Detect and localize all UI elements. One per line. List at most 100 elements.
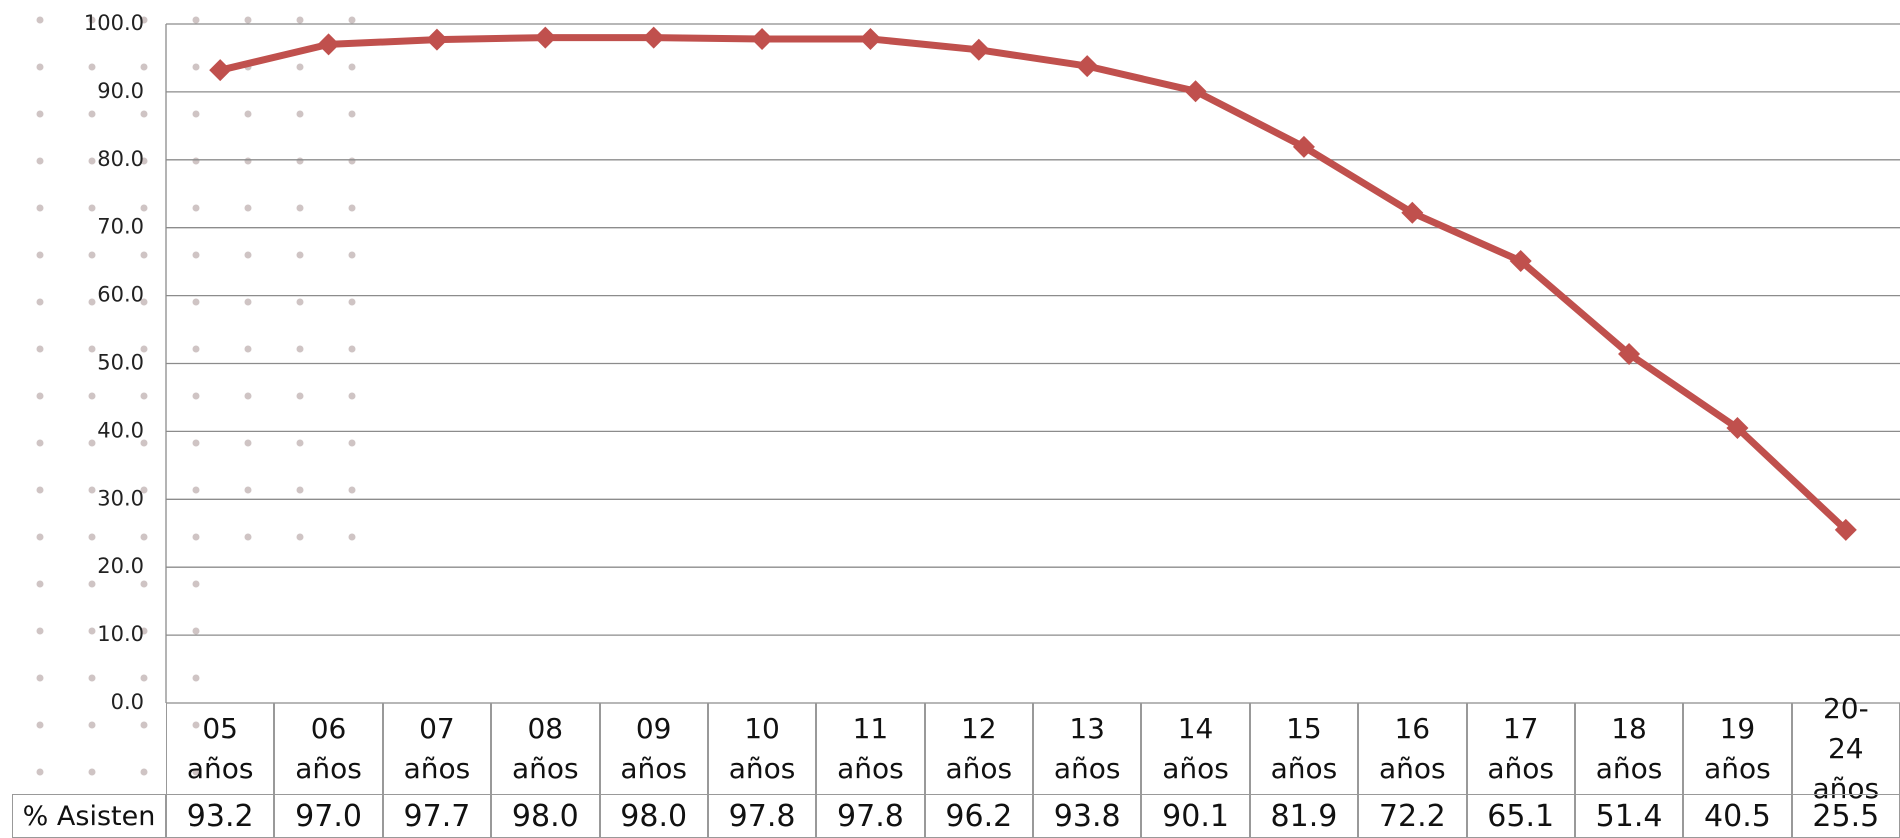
background-dots: [36, 16, 356, 776]
x-tick-label-cell: 12 años: [924, 703, 1033, 794]
x-tick-label: 07 años: [403, 711, 471, 785]
x-tick-label-cell: 17 años: [1466, 703, 1575, 794]
x-tick-label-cell: 11 años: [816, 703, 925, 794]
dot: [140, 627, 148, 635]
dot: [36, 721, 44, 729]
x-tick-label-cell: 06 años: [274, 703, 383, 794]
dot: [140, 580, 148, 588]
dot: [88, 768, 96, 776]
marker: [751, 27, 774, 50]
x-tick-label-cell: 20-24 años: [1791, 692, 1900, 805]
dot: [192, 345, 200, 353]
data-label: 97.7: [382, 794, 492, 838]
dot: [192, 580, 200, 588]
x-tick-label-cell: 07 años: [382, 703, 492, 794]
x-tick-label: 15 años: [1270, 711, 1338, 785]
y-tick-label: 30.0: [97, 486, 144, 510]
dot: [192, 204, 200, 212]
marker: [534, 26, 557, 49]
data-label: 98.0: [599, 794, 708, 838]
dot: [140, 345, 148, 353]
dot: [296, 298, 304, 306]
x-tick-label: 09 años: [620, 711, 687, 785]
dot: [88, 580, 96, 588]
marker: [967, 38, 990, 61]
data-label: 97.8: [816, 794, 925, 838]
data-label: 97.8: [707, 794, 817, 838]
dot: [244, 110, 252, 118]
dot: [348, 345, 356, 353]
data-label: 40.5: [1683, 794, 1792, 838]
data-label: 25.5: [1791, 794, 1900, 838]
x-tick-label: 20-24 años: [1812, 691, 1880, 805]
dot: [140, 204, 148, 212]
legend-entry: % Asisten: [12, 794, 166, 838]
dot: [140, 16, 148, 24]
x-tick-label: 13 años: [1053, 711, 1121, 785]
dot: [36, 674, 44, 682]
dot: [88, 157, 96, 165]
y-tick-label: 40.0: [97, 418, 144, 442]
dot: [88, 533, 96, 541]
marker: [859, 27, 882, 50]
dot: [244, 298, 252, 306]
dot: [36, 439, 44, 447]
dot: [36, 251, 44, 259]
dot: [88, 674, 96, 682]
x-tick-label-cell: 10 años: [707, 703, 817, 794]
dot: [36, 16, 44, 24]
dot: [36, 157, 44, 165]
x-tick-label: 12 años: [945, 711, 1013, 785]
dot: [296, 157, 304, 165]
dot: [36, 345, 44, 353]
dot: [348, 533, 356, 541]
dot: [348, 110, 356, 118]
dot: [244, 16, 252, 24]
y-tick-label: 10.0: [97, 622, 144, 646]
dot: [192, 627, 200, 635]
dot: [36, 768, 44, 776]
x-tick-label-cell: 16 años: [1358, 703, 1467, 794]
dot: [140, 721, 148, 729]
y-tick-label: 80.0: [97, 147, 144, 171]
dot: [348, 157, 356, 165]
x-tick-label: 14 años: [1162, 711, 1229, 785]
dot: [296, 533, 304, 541]
dot: [192, 674, 200, 682]
y-tick-label: 60.0: [97, 283, 144, 307]
x-tick-label: 06 años: [295, 711, 362, 785]
dot: [36, 110, 44, 118]
dot: [88, 392, 96, 400]
dot: [296, 392, 304, 400]
dot: [296, 486, 304, 494]
dot: [348, 392, 356, 400]
dot: [244, 439, 252, 447]
data-label: 65.1: [1466, 794, 1575, 838]
series-line: [219, 34, 1849, 533]
marker: [1726, 417, 1749, 440]
x-tick-label: 18 años: [1595, 711, 1663, 785]
dot: [140, 439, 148, 447]
dot: [244, 486, 252, 494]
marker: [1618, 342, 1641, 365]
dot: [192, 298, 200, 306]
y-tick-label: 70.0: [97, 215, 144, 239]
dot: [36, 298, 44, 306]
marker: [1184, 80, 1207, 103]
dot: [296, 439, 304, 447]
dot: [348, 63, 356, 71]
dot: [348, 204, 356, 212]
marker: [317, 33, 340, 56]
x-tick-label-cell: 15 años: [1249, 703, 1359, 794]
dot: [348, 439, 356, 447]
dot: [36, 533, 44, 541]
dot: [36, 204, 44, 212]
dot: [140, 392, 148, 400]
x-tick-label: 16 años: [1379, 711, 1446, 785]
dot: [192, 63, 200, 71]
dot: [140, 157, 148, 165]
x-tick-label: 17 años: [1487, 711, 1554, 785]
data-label: 97.0: [274, 794, 383, 838]
x-tick-label-cell: 09 años: [599, 703, 708, 794]
